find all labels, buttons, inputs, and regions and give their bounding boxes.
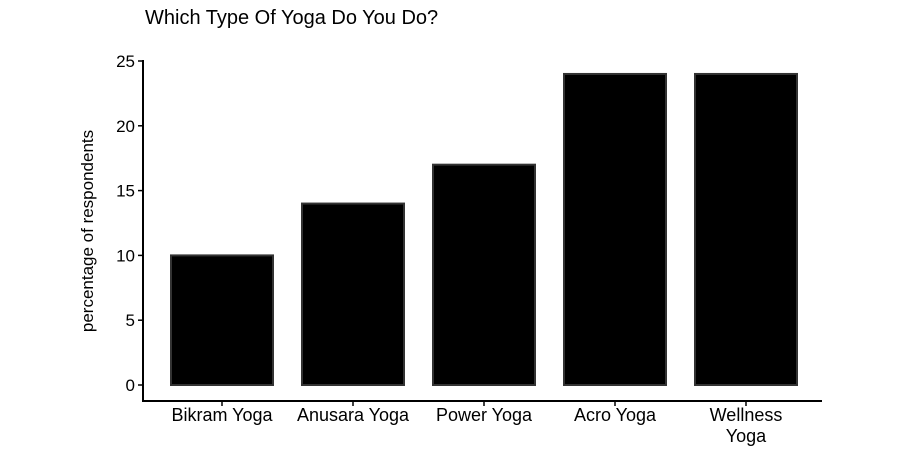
y-tick-label: 20 (116, 117, 135, 136)
x-tick-label: Bikram Yoga (171, 405, 273, 425)
bar (563, 72, 667, 387)
x-tick-label: Power Yoga (436, 405, 533, 425)
y-tick-label: 25 (116, 52, 135, 71)
y-tick-label: 10 (116, 246, 135, 265)
bar (170, 254, 274, 386)
y-axis-label: percentage of respondents (78, 130, 97, 332)
y-tick-label: 0 (126, 376, 135, 395)
y-tick-label: 15 (116, 182, 135, 201)
y-tick-label: 5 (126, 311, 135, 330)
x-tick-label: Wellness Yoga (710, 405, 783, 446)
x-tick-label: Acro Yoga (574, 405, 657, 425)
x-axis-ticks: Bikram Yoga Anusara Yoga Power Yoga Acro Yo… (171, 401, 782, 446)
bars-group (170, 72, 798, 387)
bar (694, 72, 798, 387)
bar (432, 163, 536, 386)
y-axis-ticks: 0 5 10 15 20 25 (116, 52, 143, 395)
bar (301, 202, 405, 386)
chart-title: Which Type Of Yoga Do You Do? (145, 7, 438, 29)
x-tick-label: Anusara Yoga (297, 405, 410, 425)
